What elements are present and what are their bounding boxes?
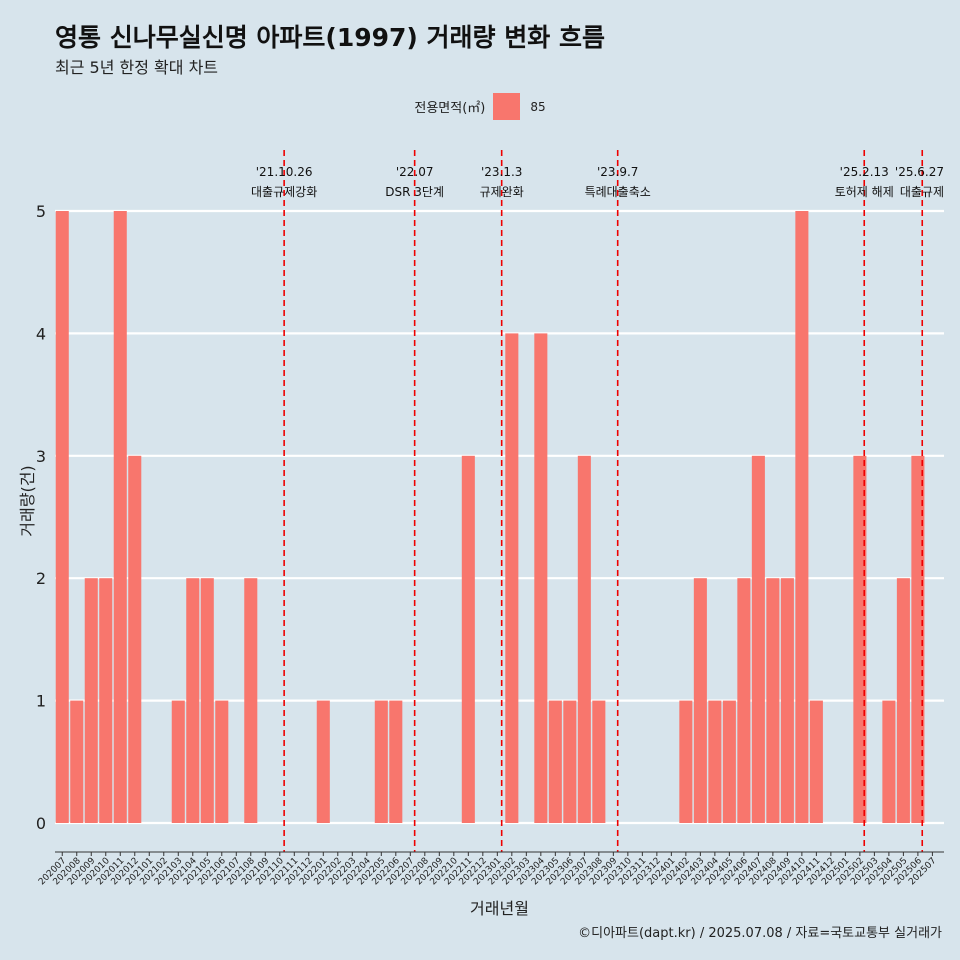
annotation-date: '25.2.13 bbox=[840, 165, 889, 179]
legend-label: 85 bbox=[530, 99, 546, 114]
x-axis-title: 거래년월 bbox=[470, 899, 529, 918]
annotation-label: 특례대출축소 bbox=[585, 185, 651, 199]
chart-subtitle: 최근 5년 한정 확대 차트 bbox=[55, 58, 219, 77]
bar bbox=[548, 700, 562, 823]
bar bbox=[99, 578, 113, 823]
bar bbox=[853, 455, 867, 823]
annotation-label: 규제완화 bbox=[480, 185, 524, 199]
legend: 전용면적(㎡) 85 bbox=[0, 93, 960, 120]
y-tick-label: 1 bbox=[36, 692, 46, 711]
annotation-label: 대출규제 bbox=[900, 185, 944, 199]
bar bbox=[461, 455, 475, 823]
bar bbox=[563, 700, 577, 823]
y-axis-title: 거래량(건) bbox=[18, 465, 37, 536]
bar bbox=[577, 455, 591, 823]
bar bbox=[809, 700, 823, 823]
annotation-label: 토허제 해제 bbox=[835, 185, 894, 199]
bar bbox=[708, 700, 722, 823]
bar bbox=[693, 578, 707, 823]
bar bbox=[505, 333, 519, 823]
bar bbox=[113, 211, 127, 823]
annotation-label: 대출규제강화 bbox=[251, 185, 317, 199]
bar bbox=[200, 578, 214, 823]
bar bbox=[795, 211, 809, 823]
annotation-date: '23.1.3 bbox=[481, 165, 522, 179]
annotation-date: '25.6.27 bbox=[895, 165, 944, 179]
bar bbox=[592, 700, 606, 823]
y-tick-label: 0 bbox=[36, 814, 46, 833]
bar bbox=[737, 578, 751, 823]
annotation-date: '23.9.7 bbox=[597, 165, 638, 179]
y-tick-label: 4 bbox=[36, 324, 46, 343]
bar bbox=[534, 333, 548, 823]
bar bbox=[244, 578, 258, 823]
legend-swatch bbox=[493, 93, 521, 120]
annotation-label: DSR 3단계 bbox=[385, 185, 444, 199]
bar bbox=[896, 578, 910, 823]
bar bbox=[389, 700, 403, 823]
bar bbox=[215, 700, 229, 823]
bar bbox=[766, 578, 780, 823]
bar bbox=[70, 700, 84, 823]
bar bbox=[882, 700, 896, 823]
bar bbox=[679, 700, 693, 823]
bar bbox=[84, 578, 98, 823]
bar bbox=[316, 700, 330, 823]
bar bbox=[722, 700, 736, 823]
bar bbox=[911, 455, 925, 823]
annotation-date: '22.07 bbox=[396, 165, 434, 179]
legend-title: 전용면적(㎡) bbox=[414, 101, 486, 116]
source-caption: ©디아파트(dapt.kr) / 2025.07.08 / 자료=국토교통부 실… bbox=[578, 926, 942, 941]
y-tick-label: 2 bbox=[36, 569, 46, 588]
annotation-date: '21.10.26 bbox=[256, 165, 313, 179]
y-tick-label: 3 bbox=[36, 447, 46, 466]
bar bbox=[751, 455, 765, 823]
bar bbox=[55, 211, 69, 823]
bar bbox=[780, 578, 794, 823]
bar bbox=[171, 700, 185, 823]
bar bbox=[374, 700, 388, 823]
chart-title: 영통 신나무실신명 아파트(1997) 거래량 변화 흐름 bbox=[55, 23, 605, 52]
y-tick-label: 5 bbox=[36, 202, 46, 221]
bar bbox=[128, 455, 142, 823]
bar bbox=[186, 578, 200, 823]
